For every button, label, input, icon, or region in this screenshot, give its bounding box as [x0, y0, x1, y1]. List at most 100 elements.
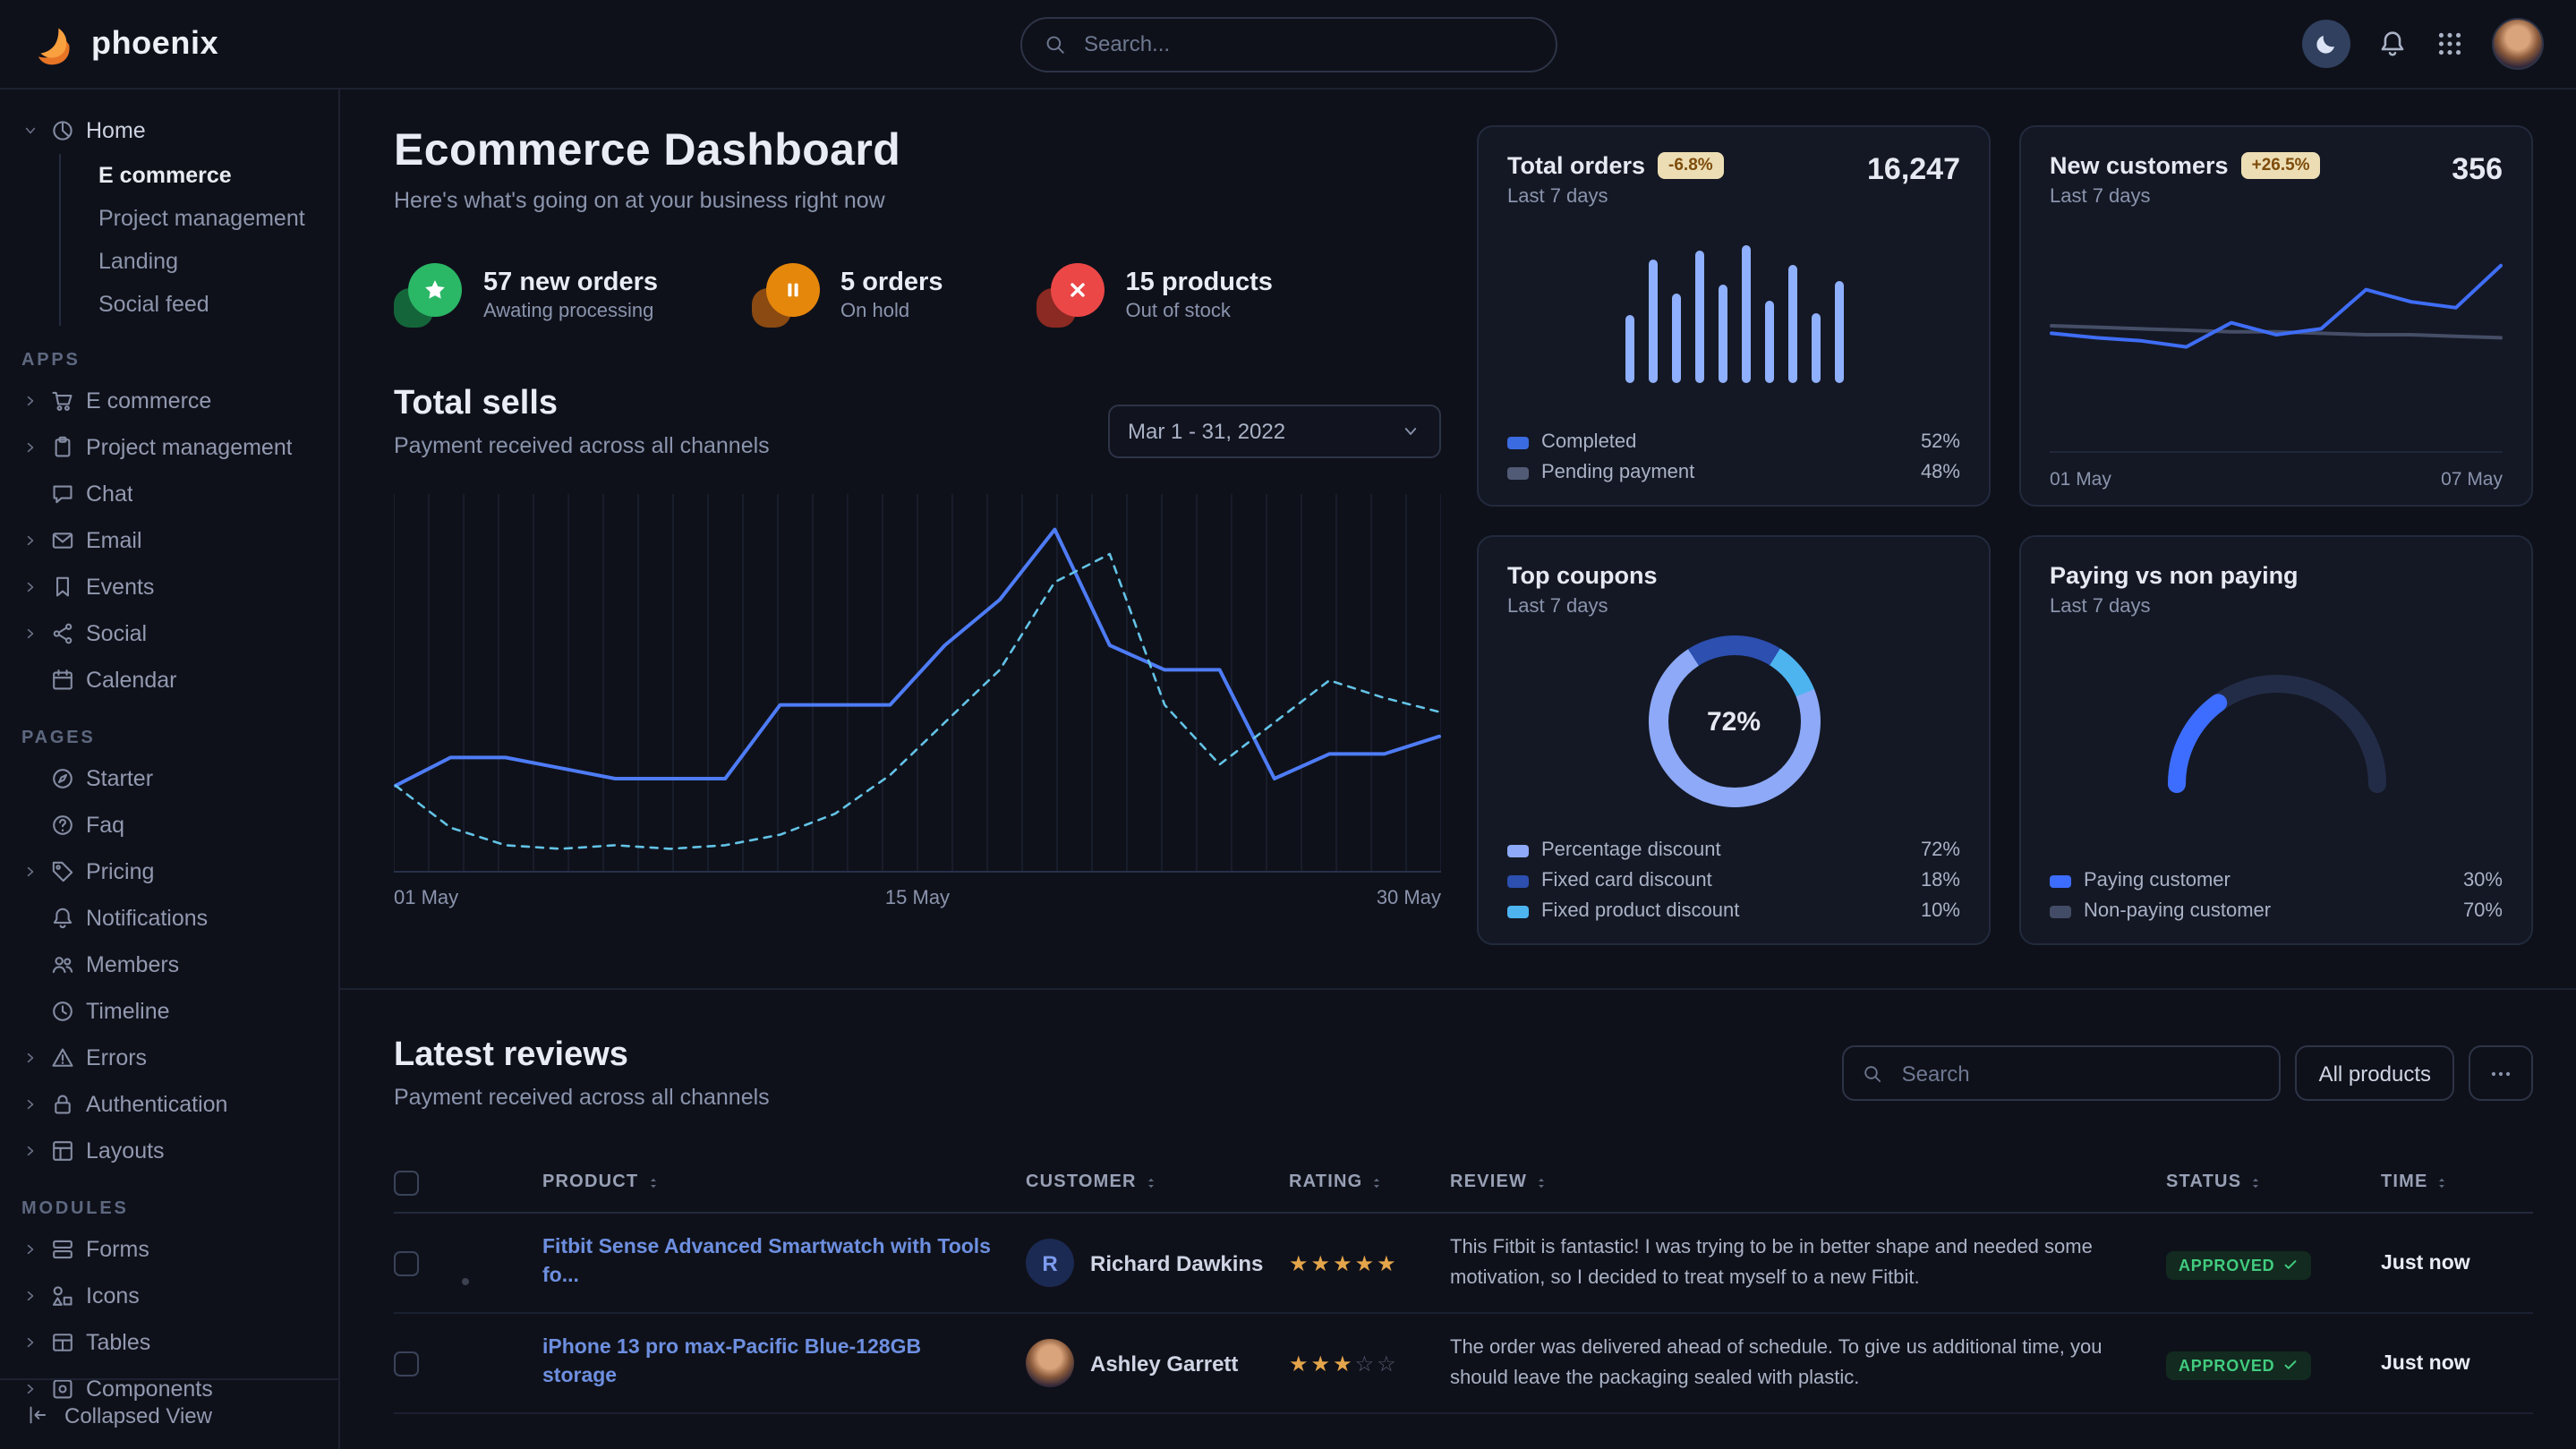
compass-icon [50, 766, 75, 791]
collapsed-view-label: Collapsed View [64, 1402, 212, 1428]
rating-stars: ★★★★★ [1289, 1250, 1399, 1275]
top-navbar: phoenix [0, 0, 2576, 89]
bell-icon [50, 906, 75, 931]
sidebar-item-email[interactable]: Email [14, 517, 324, 564]
layout-icon [50, 1138, 75, 1163]
column-header-customer[interactable]: CUSTOMER [1026, 1172, 1289, 1192]
reviews-toolbar: All products [1842, 1045, 2533, 1101]
lock-icon [50, 1092, 75, 1117]
row-checkbox[interactable] [394, 1351, 419, 1376]
sidebar-item-icons[interactable]: Icons [14, 1273, 324, 1319]
tag-icon [50, 859, 75, 884]
date-range-value: Mar 1 - 31, 2022 [1128, 419, 1286, 444]
card-title: Total orders [1507, 152, 1646, 179]
sidebar-item-components[interactable]: Components [14, 1366, 324, 1412]
sidebar-item-ecommerce-dashboard[interactable]: E commerce [98, 163, 232, 188]
mail-icon [50, 528, 75, 553]
phoenix-logo-icon [32, 21, 77, 66]
latest-reviews-subtitle: Payment received across all channels [394, 1085, 770, 1110]
sidebar-item-timeline[interactable]: Timeline [14, 988, 324, 1035]
sidebar-item-ecommerce-app[interactable]: E commerce [14, 378, 324, 424]
sidebar-item-chat[interactable]: Chat [14, 471, 324, 517]
stat-out-of-stock: 15 products Out of stock [1036, 263, 1273, 328]
moon-icon [2313, 30, 2340, 57]
paying-gauge-chart [2142, 643, 2410, 793]
sidebar-item-layouts[interactable]: Layouts [14, 1128, 324, 1174]
rating-stars: ★★★☆☆ [1289, 1351, 1399, 1376]
sidebar-item-forms[interactable]: Forms [14, 1226, 324, 1273]
sidebar-item-project-management-dashboard[interactable]: Project management [98, 206, 305, 231]
column-header-product[interactable]: PRODUCT [542, 1172, 1026, 1192]
legend-swatch [1507, 874, 1529, 887]
sidebar-section-modules: MODULES [21, 1199, 129, 1219]
global-search-input[interactable] [1080, 30, 1533, 58]
product-link[interactable]: iPhone 13 pro max-Pacific Blue-128GB sto… [542, 1336, 922, 1386]
page-subtitle: Here's what's going on at your business … [394, 188, 885, 213]
row-checkbox[interactable] [394, 1250, 419, 1275]
top-coupons-card: Top coupons Last 7 days 72% Percentage d… [1477, 535, 1991, 945]
user-avatar[interactable] [2492, 18, 2544, 70]
check-icon [2282, 1257, 2298, 1273]
notifications-bell-icon[interactable] [2377, 29, 2408, 59]
legend-swatch [2050, 874, 2071, 887]
total-orders-value: 16,247 [1867, 152, 1960, 186]
product-link[interactable]: Fitbit Sense Advanced Smartwatch with To… [542, 1236, 991, 1286]
sidebar-item-members[interactable]: Members [14, 942, 324, 988]
theme-toggle-button[interactable] [2302, 20, 2350, 68]
customer-avatar: R [1026, 1239, 1074, 1287]
column-header-time[interactable]: TIME [2381, 1172, 2533, 1192]
sort-icon [644, 1173, 661, 1191]
caret-right-icon [21, 1142, 39, 1160]
legend-swatch [2050, 905, 2071, 917]
sidebar-item-social-feed[interactable]: Social feed [98, 292, 209, 317]
star-icon [422, 277, 448, 303]
date-range-select[interactable]: Mar 1 - 31, 2022 [1108, 405, 1441, 458]
top-coupons-legend: Percentage discount 72% Fixed card discou… [1507, 840, 1960, 922]
brand-logo[interactable]: phoenix [32, 21, 218, 66]
sidebar-item-pricing[interactable]: Pricing [14, 848, 324, 895]
sidebar-item-calendar[interactable]: Calendar [14, 657, 324, 703]
sidebar-item-social[interactable]: Social [14, 610, 324, 657]
caret-right-icon [21, 439, 39, 456]
total-sells-title: Total sells [394, 385, 559, 422]
quick-stats: 57 new orders Awating processing 5 orders… [394, 263, 1441, 328]
paying-vs-nonpaying-card: Paying vs non paying Last 7 days Paying … [2019, 535, 2533, 945]
sidebar-item-errors[interactable]: Errors [14, 1035, 324, 1081]
shapes-icon [50, 1283, 75, 1308]
sidebar-item-starter[interactable]: Starter [14, 755, 324, 802]
caret-right-icon [21, 1334, 39, 1351]
reviews-search-input[interactable] [1898, 1059, 2262, 1087]
collapsed-view-toggle[interactable]: Collapsed View [0, 1378, 338, 1449]
change-badge: -6.8% [1658, 152, 1724, 179]
sidebar-item-faq[interactable]: Faq [14, 802, 324, 848]
total-orders-bar-chart [1625, 233, 1843, 383]
all-products-filter-button[interactable]: All products [2295, 1045, 2454, 1101]
sidebar-home-children: E commerce Project management Landing So… [59, 154, 324, 326]
sidebar-section-apps: APPS [21, 351, 81, 371]
customer-cell: Ashley Garrett [1026, 1339, 1289, 1387]
sidebar-item-home[interactable]: Home [14, 107, 324, 154]
stat-new-orders: 57 new orders Awating processing [394, 263, 658, 328]
sidebar-section-pages: PAGES [21, 729, 96, 748]
sidebar-item-notifications[interactable]: Notifications [14, 895, 324, 942]
column-header-status[interactable]: STATUS [2166, 1172, 2381, 1192]
users-icon [50, 952, 75, 977]
more-options-button[interactable] [2469, 1045, 2533, 1101]
sidebar-item-authentication[interactable]: Authentication [14, 1081, 324, 1128]
sidebar-item-landing[interactable]: Landing [98, 249, 178, 274]
table-row-partial [394, 1414, 2533, 1449]
column-header-review[interactable]: REVIEW [1450, 1172, 2166, 1192]
column-header-rating[interactable]: RATING [1289, 1172, 1450, 1192]
donut-center-value: 72% [1706, 706, 1761, 737]
apps-grid-icon[interactable] [2435, 29, 2465, 59]
total-orders-legend: Completed 52% Pending payment 48% [1507, 431, 1960, 483]
sidebar-item-events[interactable]: Events [14, 564, 324, 610]
select-all-checkbox[interactable] [394, 1170, 419, 1195]
new-customers-line-chart [2050, 233, 2503, 412]
sidebar-item-tables[interactable]: Tables [14, 1319, 324, 1366]
alert-icon [50, 1045, 75, 1070]
total-sells-chart [393, 494, 1442, 874]
sidebar-item-project-management-app[interactable]: Project management [14, 424, 324, 471]
caret-right-icon [21, 863, 39, 881]
